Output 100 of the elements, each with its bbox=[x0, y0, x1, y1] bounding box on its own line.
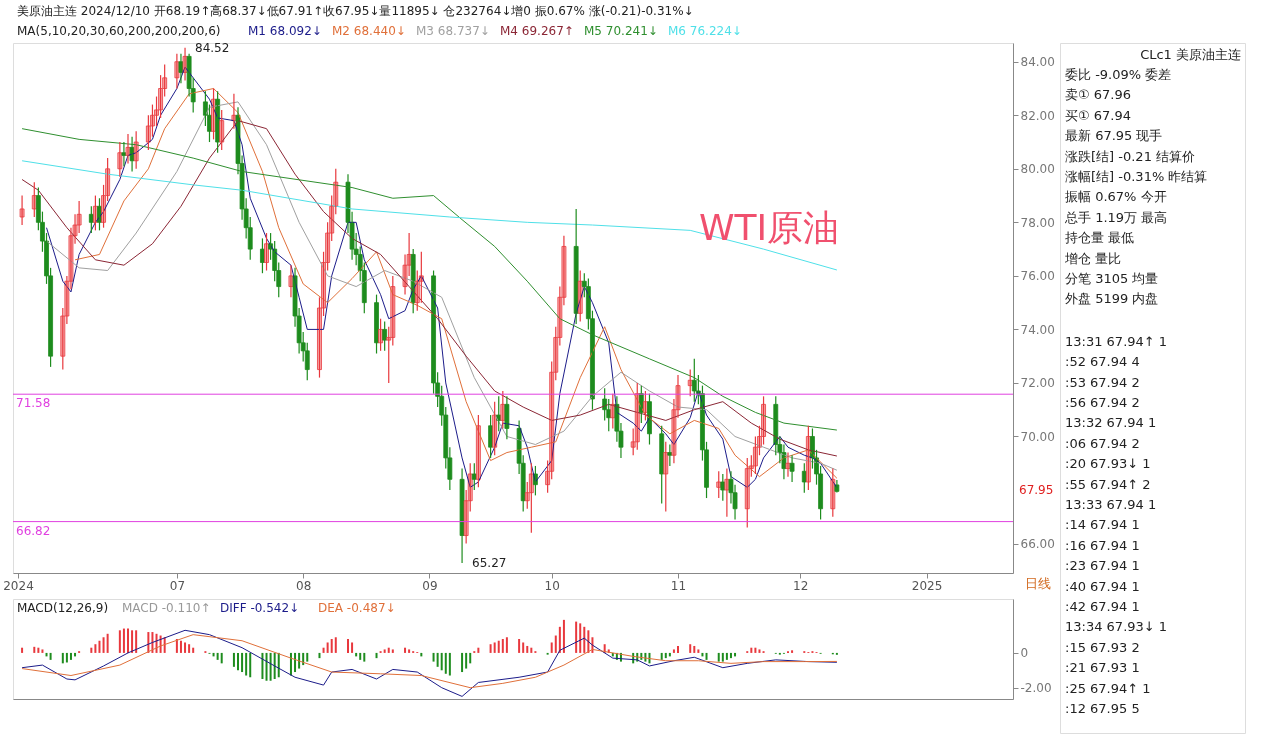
y-tick-label: 66.00 bbox=[1020, 537, 1055, 552]
candlestick bbox=[19, 194, 25, 226]
bar bbox=[705, 652, 708, 660]
bar bbox=[677, 645, 679, 653]
bar bbox=[375, 652, 378, 659]
text: :12 67.95 5 bbox=[1065, 701, 1140, 716]
text: 13:31 67.94↑ 1 bbox=[1065, 333, 1168, 349]
bar bbox=[65, 652, 68, 663]
text: :40 67.94 1 bbox=[1065, 578, 1140, 594]
text: M2 68.440↓ bbox=[332, 24, 406, 38]
text: 总手 1.19万 最高 bbox=[1064, 209, 1168, 225]
series-label: MACD -0.110↑ bbox=[122, 601, 211, 615]
bar bbox=[465, 652, 468, 669]
annotation: WTI原油 bbox=[699, 207, 840, 248]
text: 振幅 0.67% 今开 bbox=[1065, 189, 1167, 205]
x-tick-label: 09 bbox=[422, 578, 438, 593]
text: 日线 bbox=[1025, 576, 1051, 591]
bar bbox=[391, 649, 394, 653]
bar bbox=[245, 652, 248, 676]
text: M4 69.267↑ bbox=[500, 24, 574, 38]
bar bbox=[697, 649, 700, 653]
bar bbox=[436, 652, 439, 667]
text: 委比 -9.09% 委差 bbox=[1065, 67, 1172, 82]
text: 67.95 bbox=[1019, 483, 1054, 497]
bar bbox=[387, 647, 390, 653]
text: :25 67.94↑ 1 bbox=[1065, 680, 1151, 696]
bar bbox=[351, 642, 354, 653]
bar bbox=[192, 647, 195, 653]
bar bbox=[41, 649, 44, 653]
bar bbox=[725, 652, 728, 660]
text: 分笔 3105 均量 bbox=[1065, 271, 1159, 286]
bar bbox=[363, 652, 366, 662]
line-series bbox=[21, 629, 838, 697]
bar bbox=[49, 652, 52, 660]
bar bbox=[461, 652, 464, 673]
bar bbox=[61, 652, 64, 664]
bar bbox=[118, 630, 121, 653]
x-tick-label: 08 bbox=[296, 578, 312, 593]
bar bbox=[489, 644, 492, 653]
text: :55 67.94↑ 2 bbox=[1065, 476, 1151, 492]
bar bbox=[440, 652, 443, 671]
text: 增仓 量比 bbox=[1064, 250, 1122, 266]
bar bbox=[330, 639, 333, 653]
bar bbox=[131, 630, 134, 653]
chart-title: 美原油主连 2024/12/10 开68.19↑高68.37↓低67.91↑收67.95↓量11895↓ 仓232764↓增0 振0.67% 涨(-0.21)-0.31%↓ bbox=[17, 4, 694, 18]
bar bbox=[477, 647, 480, 653]
text: 买① 67.94 bbox=[1065, 107, 1132, 123]
bar bbox=[69, 652, 72, 660]
bar bbox=[493, 642, 496, 653]
bar bbox=[306, 652, 309, 662]
bar bbox=[232, 652, 235, 667]
bar bbox=[721, 652, 724, 662]
bar bbox=[298, 652, 301, 669]
bar bbox=[188, 644, 191, 653]
bar bbox=[693, 645, 696, 653]
bar bbox=[322, 647, 325, 653]
x-tick-label: 10 bbox=[544, 578, 560, 593]
text: :20 67.93↓ 1 bbox=[1065, 456, 1151, 472]
text: 涨幅[结] -0.31% 昨结算 bbox=[1065, 169, 1208, 184]
bar bbox=[729, 652, 732, 659]
bar bbox=[359, 652, 362, 660]
bar bbox=[326, 642, 329, 653]
y-tick-label: 70.00 bbox=[1020, 429, 1055, 444]
bar bbox=[558, 626, 561, 653]
bar bbox=[579, 623, 582, 653]
x-tick-label: 2025 bbox=[911, 578, 943, 593]
text: 13:32 67.94 1 bbox=[1065, 415, 1157, 431]
bar bbox=[269, 652, 272, 681]
y-tick-label: 84.00 bbox=[1020, 55, 1055, 70]
bar bbox=[21, 647, 24, 653]
text: 卖① 67.96 bbox=[1065, 87, 1132, 103]
text: :56 67.94 2 bbox=[1065, 395, 1140, 410]
text: 外盘 5199 内盘 bbox=[1065, 291, 1159, 307]
bar bbox=[530, 647, 533, 653]
bar bbox=[265, 652, 268, 681]
bar bbox=[184, 642, 187, 653]
text: :16 67.94 1 bbox=[1065, 537, 1140, 553]
y-tick-label: 78.00 bbox=[1020, 215, 1055, 230]
text: DEA -0.487↓ bbox=[318, 601, 396, 615]
bar bbox=[408, 649, 411, 653]
bar bbox=[216, 652, 219, 660]
bar bbox=[469, 652, 472, 664]
bar bbox=[122, 628, 125, 653]
bar bbox=[432, 652, 435, 662]
text: 13:33 67.94 1 bbox=[1065, 497, 1157, 512]
text: 最新 67.95 现手 bbox=[1065, 128, 1163, 144]
bar bbox=[505, 637, 508, 653]
bar bbox=[501, 639, 504, 653]
bar bbox=[664, 652, 667, 659]
text: :06 67.94 2 bbox=[1065, 435, 1140, 451]
bar bbox=[220, 652, 223, 664]
text: 13:34 67.93↓ 1 bbox=[1065, 619, 1168, 635]
bar bbox=[261, 652, 264, 679]
bar bbox=[448, 652, 451, 676]
bar bbox=[383, 649, 386, 653]
line-series bbox=[21, 634, 838, 689]
bar bbox=[758, 649, 761, 653]
bar bbox=[318, 652, 321, 659]
text: :15 67.93 2 bbox=[1065, 639, 1140, 655]
ref-line-label: 71.58 bbox=[16, 396, 51, 411]
